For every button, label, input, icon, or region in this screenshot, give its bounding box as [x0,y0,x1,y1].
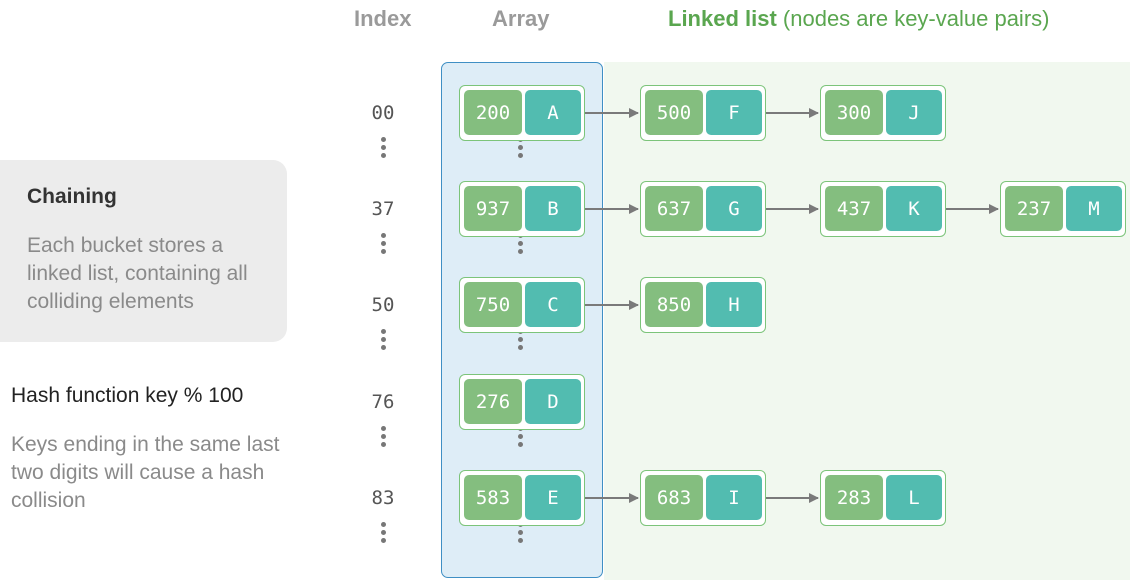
node-key: 937 [464,186,522,231]
linked-list-header: Linked list (nodes are key-value pairs) [668,4,1049,34]
node-value: L [886,475,942,520]
node-key: 583 [464,475,522,520]
bucket-index-label: 76 [371,391,395,413]
node-key: 850 [645,282,703,327]
array-bucket-node: 276 D [459,374,585,430]
bucket-index-label: 00 [371,102,395,124]
index-ellipsis [379,137,387,159]
linked-list-node: 637 G [640,181,766,237]
node-value: G [706,186,762,231]
hash-function-description: Keys ending in the same last two digits … [11,433,280,512]
bucket-index-label: 83 [371,487,395,509]
node-key: 200 [464,90,522,135]
linked-list-title: Linked list [668,6,777,31]
index-ellipsis [379,233,387,255]
node-value: H [706,282,762,327]
chaining-title: Chaining [27,185,117,208]
linked-list-node: 850 H [640,277,766,333]
linked-list-node: 683 I [640,470,766,526]
node-key: 750 [464,282,522,327]
linked-list-note: (nodes are key-value pairs) [776,6,1050,31]
node-value: D [525,379,581,424]
hash-function-title: Hash function key % 100 [11,384,244,407]
node-value: M [1066,186,1122,231]
node-value: I [706,475,762,520]
index-ellipsis [379,426,387,448]
index-ellipsis [379,522,387,544]
node-key: 500 [645,90,703,135]
linked-list-node: 283 L [820,470,946,526]
node-key: 683 [645,475,703,520]
array-bucket-node: 750 C [459,277,585,333]
chaining-info-box [0,160,287,342]
node-value: F [706,90,762,135]
linked-list-node: 300 J [820,85,946,141]
node-key: 237 [1005,186,1063,231]
bucket-index-label: 37 [371,198,395,220]
node-key: 437 [825,186,883,231]
linked-list-node: 500 F [640,85,766,141]
index-ellipsis [379,329,387,351]
linked-list-node: 437 K [820,181,946,237]
node-value: B [525,186,581,231]
array-bucket-node: 200 A [459,85,585,141]
node-value: J [886,90,942,135]
array-bucket-node: 937 B [459,181,585,237]
node-key: 283 [825,475,883,520]
bucket-index-label: 50 [371,294,395,316]
node-value: E [525,475,581,520]
node-value: K [886,186,942,231]
node-value: C [525,282,581,327]
linked-list-node: 237 M [1000,181,1126,237]
index-header: Index [354,6,412,31]
node-key: 300 [825,90,883,135]
node-value: A [525,90,581,135]
array-header: Array [492,6,550,31]
array-bucket-node: 583 E [459,470,585,526]
node-key: 637 [645,186,703,231]
chaining-description: Each bucket stores a linked list, contai… [27,234,248,313]
node-key: 276 [464,379,522,424]
